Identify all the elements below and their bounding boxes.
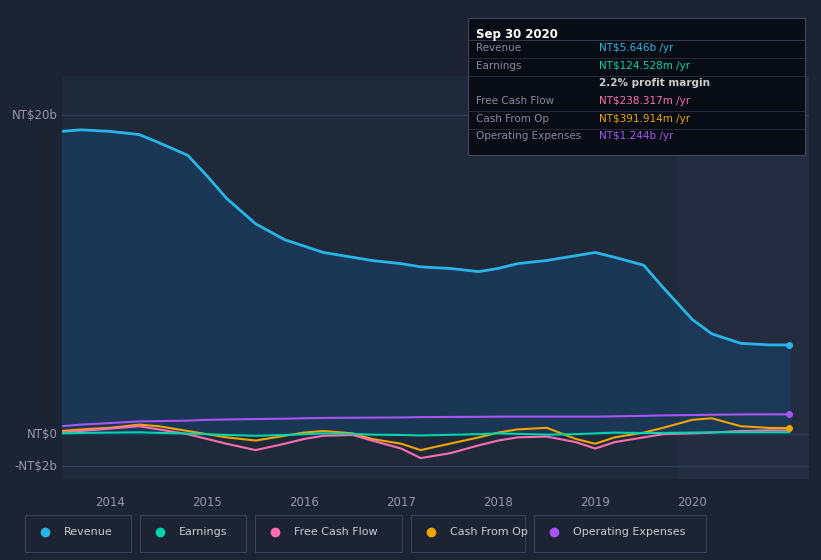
Text: 2019: 2019 [580,496,610,508]
Text: 2020: 2020 [677,496,707,508]
Text: Operating Expenses: Operating Expenses [573,528,686,538]
Text: -NT$2b: -NT$2b [15,460,57,473]
Text: Free Cash Flow: Free Cash Flow [294,528,378,538]
Text: Revenue: Revenue [64,528,112,538]
Text: NT$124.528m /yr: NT$124.528m /yr [599,61,690,71]
Text: Operating Expenses: Operating Expenses [476,132,581,141]
Text: Cash From Op: Cash From Op [450,528,528,538]
Bar [677,76,809,479]
Text: Earnings: Earnings [476,61,521,71]
Text: Sep 30 2020: Sep 30 2020 [476,28,558,41]
Text: 2014: 2014 [95,496,125,508]
Text: Revenue: Revenue [476,43,521,53]
Text: Free Cash Flow: Free Cash Flow [476,96,554,106]
Text: NT$5.646b /yr: NT$5.646b /yr [599,43,674,53]
Text: NT$238.317m /yr: NT$238.317m /yr [599,96,690,106]
Text: NT$1.244b /yr: NT$1.244b /yr [599,132,674,141]
Text: Earnings: Earnings [179,528,227,538]
Text: 2.2% profit margin: 2.2% profit margin [599,78,710,88]
Text: NT$0: NT$0 [26,428,57,441]
Text: 2017: 2017 [386,496,416,508]
Text: Cash From Op: Cash From Op [476,114,549,124]
Text: 2018: 2018 [484,496,513,508]
Text: 2016: 2016 [289,496,319,508]
Text: 2015: 2015 [192,496,222,508]
Text: NT$391.914m /yr: NT$391.914m /yr [599,114,690,124]
Text: NT$20b: NT$20b [11,109,57,122]
